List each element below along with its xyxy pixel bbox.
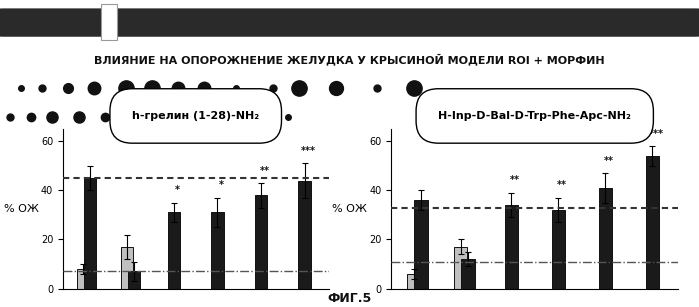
Bar xyxy=(101,4,117,40)
Text: **: ** xyxy=(604,156,614,166)
Text: *: * xyxy=(175,185,180,195)
Bar xyxy=(78,269,89,289)
Text: **: ** xyxy=(510,175,520,185)
Bar xyxy=(128,271,140,289)
Bar xyxy=(255,195,267,289)
Text: *: * xyxy=(219,180,224,190)
Bar xyxy=(646,156,658,289)
FancyBboxPatch shape xyxy=(0,8,699,37)
Text: ***: *** xyxy=(301,146,315,156)
Bar xyxy=(505,205,518,289)
Text: H-Inp-D-Bal-D-Trp-Phe-Apc-NH₂: H-Inp-D-Bal-D-Trp-Phe-Apc-NH₂ xyxy=(438,111,631,121)
Y-axis label: % ОЖ: % ОЖ xyxy=(333,204,368,214)
Bar xyxy=(552,210,565,289)
Bar xyxy=(211,212,224,289)
Bar xyxy=(415,200,428,289)
Text: ВЛИЯНИЕ НА ОПОРОЖНЕНИЕ ЖЕЛУДКА У КРЫСИНОЙ МОДЕЛИ ROI + МОРФИН: ВЛИЯНИЕ НА ОПОРОЖНЕНИЕ ЖЕЛУДКА У КРЫСИНО… xyxy=(94,54,605,66)
Text: h-грелин (1-28)-NH₂: h-грелин (1-28)-NH₂ xyxy=(132,111,259,121)
Bar xyxy=(461,259,475,289)
Bar xyxy=(85,178,96,289)
Text: **: ** xyxy=(259,165,270,176)
Y-axis label: % ОЖ: % ОЖ xyxy=(4,204,39,214)
Bar xyxy=(454,247,467,289)
Bar xyxy=(168,212,180,289)
Text: **: ** xyxy=(557,180,567,190)
Bar xyxy=(407,274,420,289)
Text: ***: *** xyxy=(649,129,663,139)
Bar xyxy=(298,181,310,289)
Bar xyxy=(598,188,612,289)
Text: ФИГ.5: ФИГ.5 xyxy=(327,293,372,305)
Bar xyxy=(121,247,133,289)
